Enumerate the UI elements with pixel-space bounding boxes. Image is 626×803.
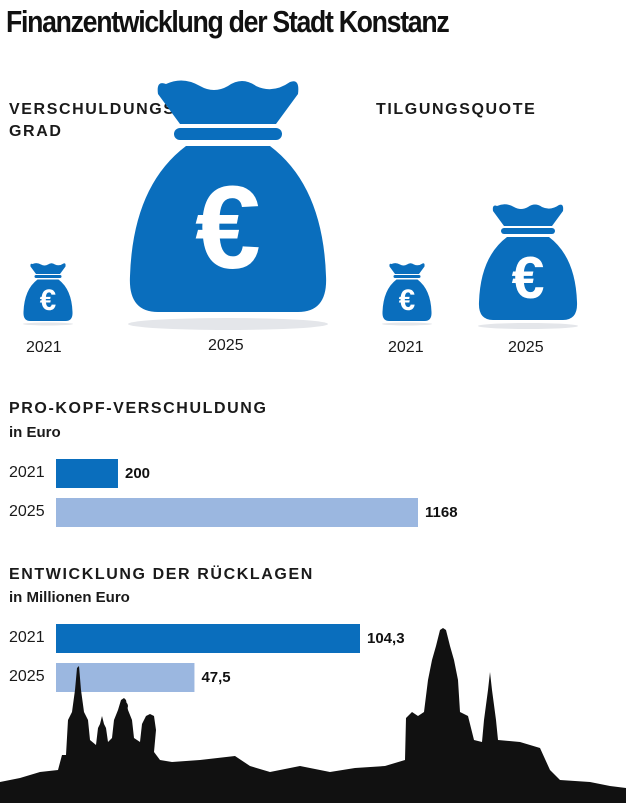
panel-heading-verschuldungsgrad: VERSCHULDUNGS- GRAD	[9, 99, 183, 143]
chart-title: PRO-KOPF-VERSCHULDUNG	[9, 400, 268, 417]
bag-shadow	[128, 318, 328, 330]
svg-text:€: €	[195, 162, 261, 294]
bag-year-label: 2021	[26, 339, 62, 356]
page-title: Finanzentwicklung der Stadt Konstanz	[6, 4, 450, 39]
bar-category-label: 2025	[9, 503, 45, 520]
bag-year-label: 2025	[208, 337, 244, 354]
svg-text:€: €	[399, 284, 415, 317]
money-bag-icon: €	[128, 80, 328, 330]
bar-category-label: 2021	[9, 464, 45, 481]
money-bag-icon: €	[382, 263, 432, 326]
money-bag-icon: €	[478, 204, 578, 329]
bar-value-label: 47,5	[201, 669, 231, 686]
bag-shadow	[382, 322, 432, 326]
panel-heading-line2: GRAD	[9, 123, 63, 140]
panel-heading-line1: VERSCHULDUNGS-	[9, 101, 183, 118]
bar-value-label: 1168	[425, 504, 458, 521]
bar-2025	[56, 498, 418, 527]
svg-text:€: €	[40, 284, 56, 317]
bar-value-label: 104,3	[367, 630, 405, 647]
chart-title: ENTWICKLUNG DER RÜCKLAGEN	[9, 566, 314, 583]
panel-heading-tilgungsquote: TILGUNGSQUOTE	[376, 99, 536, 121]
bag-year-label: 2025	[508, 339, 544, 356]
chart-subtitle: in Millionen Euro	[9, 589, 130, 606]
panel-heading-line1: TILGUNGSQUOTE	[376, 101, 537, 118]
bar-category-label: 2025	[9, 668, 45, 685]
chart-subtitle: in Euro	[9, 424, 61, 441]
bar-value-label: 200	[124, 465, 151, 482]
bag-year-label: 2021	[388, 339, 424, 356]
bar-category-label: 2021	[9, 629, 45, 646]
bag-shadow	[23, 322, 73, 326]
bar-2021	[56, 459, 118, 488]
bag-shadow	[478, 323, 578, 329]
svg-text:€: €	[512, 245, 545, 311]
bar-2021	[56, 624, 360, 653]
money-bag-icon: €	[23, 263, 73, 326]
